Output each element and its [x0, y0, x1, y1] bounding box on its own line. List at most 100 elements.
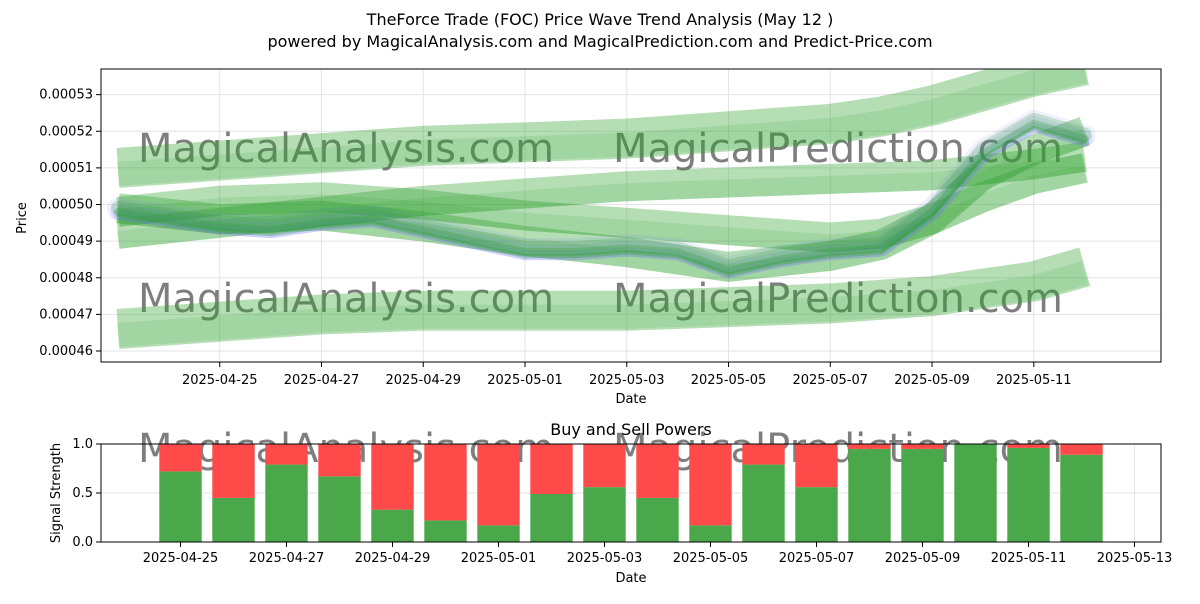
price-x-tick-label: 2025-05-07 — [792, 373, 868, 388]
sell-power-bar — [477, 444, 520, 526]
buy-power-bar — [265, 464, 308, 542]
buy-power-bar — [901, 448, 944, 542]
watermark-prediction: MagicalPrediction.com — [613, 126, 1063, 172]
signal-plot: Buy and Sell Powers MagicalAnalysis.com … — [49, 420, 1172, 586]
price-wave-green — [114, 119, 1089, 275]
buy-power-bar — [212, 497, 255, 542]
price-plot-frame — [100, 68, 1162, 363]
price-x-ticks: 2025-04-25 2025-04-27 2025-04-29 2025-05-01… — [182, 362, 1072, 388]
price-y-tick-label: 0.00049 — [39, 234, 93, 249]
sell-power-bar — [583, 444, 626, 488]
signal-y-axis-label: Signal Strength — [49, 443, 64, 543]
trend-band-shade — [117, 69, 1088, 186]
buy-power-bar — [1007, 447, 1050, 542]
price-wave-green — [116, 125, 1087, 277]
price-wave-blue — [113, 121, 1090, 279]
trend-band — [116, 142, 1087, 249]
price-wave-blue — [107, 109, 1096, 279]
watermark-analysis: MagicalAnalysis.com — [138, 126, 554, 172]
buy-power-bar — [583, 487, 626, 542]
buy-power-bar — [742, 464, 785, 542]
trend-band — [116, 117, 1090, 282]
buy-power-bar — [795, 487, 838, 542]
buy-power-bar — [530, 493, 573, 542]
trend-band-shade — [117, 165, 1087, 253]
sell-power-bar — [742, 444, 785, 465]
price-y-ticks: 0.00046 0.00047 0.00048 0.00049 0.00050 0.000… — [39, 88, 101, 359]
price-x-tick-label: 2025-05-11 — [996, 373, 1072, 388]
sell-power-bar — [1060, 444, 1103, 455]
price-y-tick-label: 0.00051 — [39, 161, 93, 176]
chart-title: TheForce Trade (FOC) Price Wave Trend An… — [366, 10, 834, 29]
signal-y-tick-label: 1.0 — [72, 437, 93, 452]
trend-band — [116, 247, 1091, 349]
sell-power-bar — [530, 444, 573, 494]
buy-power-bar — [954, 444, 997, 542]
sell-power-bar — [212, 444, 255, 498]
price-y-tick-label: 0.00047 — [39, 307, 93, 322]
signal-x-tick-label: 2025-05-11 — [991, 551, 1067, 566]
signal-plot-title: Buy and Sell Powers — [550, 420, 712, 439]
buy-power-bar — [1060, 454, 1103, 542]
buy-power-bar — [477, 525, 520, 542]
price-plot-background — [101, 69, 1161, 362]
price-wave-blue — [110, 115, 1093, 279]
buy-power-bar — [424, 520, 467, 542]
signal-x-ticks: 2025-04-25 2025-04-27 2025-04-29 2025-05-01… — [143, 542, 1173, 566]
sell-power-bar — [848, 444, 891, 449]
signal-y-ticks: 0.0 0.5 1.0 — [72, 437, 101, 550]
trend-band — [116, 153, 1088, 253]
buy-power-bar — [159, 471, 202, 542]
price-series — [107, 69, 1096, 349]
signal-x-tick-label: 2025-05-09 — [885, 551, 961, 566]
signal-x-tick-label: 2025-04-27 — [249, 551, 325, 566]
price-x-tick-label: 2025-05-05 — [691, 373, 767, 388]
price-y-tick-label: 0.00050 — [39, 198, 93, 213]
signal-x-axis-label: Date — [615, 571, 646, 586]
sell-power-bar — [795, 444, 838, 488]
signal-bars — [159, 444, 1103, 542]
price-x-tick-label: 2025-04-29 — [385, 373, 461, 388]
watermark-analysis-2: MagicalAnalysis.com — [138, 276, 554, 322]
price-watermarks: MagicalAnalysis.com MagicalPrediction.co… — [138, 126, 1063, 322]
price-x-tick-label: 2025-04-27 — [284, 373, 360, 388]
signal-y-tick-label: 0.0 — [72, 535, 93, 550]
buy-power-bar — [848, 448, 891, 542]
sell-power-bar — [689, 444, 732, 526]
price-plot: MagicalAnalysis.com MagicalPrediction.co… — [15, 68, 1162, 407]
buy-power-bar — [636, 497, 679, 542]
sell-power-bar — [318, 444, 361, 477]
price-x-tick-label: 2025-05-09 — [894, 373, 970, 388]
buy-power-bar — [318, 476, 361, 542]
signal-x-tick-label: 2025-04-29 — [355, 551, 431, 566]
buy-power-bar — [371, 509, 414, 542]
chart-subtitle: powered by MagicalAnalysis.com and Magic… — [267, 32, 932, 51]
price-x-tick-label: 2025-05-01 — [487, 373, 563, 388]
price-y-tick-label: 0.00046 — [39, 344, 93, 359]
price-x-tick-label: 2025-05-03 — [589, 373, 665, 388]
watermark-prediction-2: MagicalPrediction.com — [613, 276, 1063, 322]
trend-band-shade — [117, 261, 1089, 347]
price-y-axis-label: Price — [15, 202, 30, 234]
price-y-tick-label: 0.00052 — [39, 124, 93, 139]
price-x-tick-label: 2025-04-25 — [182, 373, 258, 388]
sell-power-bar — [371, 444, 414, 510]
signal-x-tick-label: 2025-05-13 — [1097, 551, 1173, 566]
sell-power-bar — [265, 444, 308, 465]
signal-x-tick-label: 2025-05-01 — [461, 551, 537, 566]
price-wave-green — [111, 112, 1092, 274]
sell-power-bar — [159, 444, 202, 472]
trend-band-shade — [117, 153, 1086, 249]
signal-x-tick-label: 2025-05-03 — [567, 551, 643, 566]
signal-y-tick-label: 0.5 — [72, 486, 93, 501]
sell-power-bar — [901, 444, 944, 449]
buy-power-bar — [689, 525, 732, 542]
signal-x-tick-label: 2025-04-25 — [143, 551, 219, 566]
price-y-tick-label: 0.00048 — [39, 271, 93, 286]
trend-band-shade — [117, 128, 1088, 282]
price-y-tick-label: 0.00053 — [39, 88, 93, 103]
sell-power-bar — [424, 444, 467, 521]
trend-band — [116, 69, 1089, 188]
